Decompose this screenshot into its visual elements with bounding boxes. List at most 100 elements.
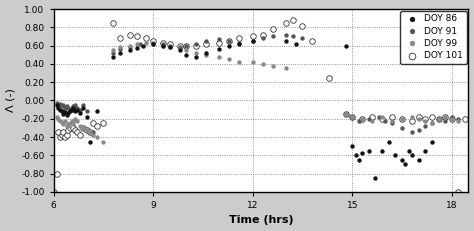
- DOY 101: [70, 126, 77, 130]
- DOY 91: [441, 119, 449, 122]
- DOY 86: [64, 111, 72, 115]
- DOY 99: [448, 117, 456, 121]
- DOY 101: [236, 36, 243, 40]
- DOY 101: [192, 44, 200, 47]
- DOY 99: [73, 119, 81, 122]
- DOY 86: [236, 42, 243, 46]
- DOY 86: [139, 44, 147, 47]
- DOY 99: [388, 119, 396, 122]
- DOY 99: [441, 115, 449, 119]
- DOY 99: [342, 112, 349, 116]
- DOY 91: [289, 35, 296, 38]
- DOY 99: [63, 124, 71, 128]
- DOY 101: [73, 131, 81, 134]
- DOY 91: [421, 124, 429, 128]
- DOY 91: [56, 102, 64, 106]
- DOY 91: [136, 42, 144, 46]
- DOY 101: [109, 21, 117, 25]
- DOY 86: [133, 46, 140, 50]
- DOY 86: [292, 42, 300, 46]
- DOY 99: [56, 119, 64, 122]
- DOY 91: [159, 42, 167, 46]
- DOY 101: [182, 44, 190, 47]
- DOY 86: [86, 140, 94, 143]
- DOY 91: [109, 51, 117, 55]
- DOY 91: [236, 41, 243, 45]
- DOY 91: [73, 106, 81, 110]
- DOY 101: [159, 41, 167, 45]
- DOY 99: [86, 131, 94, 134]
- DOY 86: [405, 149, 412, 153]
- DOY 101: [56, 135, 64, 139]
- DOY 101: [50, 190, 57, 194]
- DOY 86: [352, 153, 359, 157]
- DOY 101: [342, 112, 349, 116]
- DOY 86: [182, 53, 190, 57]
- DOY 101: [71, 128, 79, 132]
- DOY 101: [83, 128, 91, 132]
- DOY 86: [372, 176, 379, 180]
- DOY 91: [355, 119, 363, 122]
- DOY 86: [68, 108, 75, 111]
- DOY 91: [382, 119, 389, 122]
- DOY 91: [83, 109, 91, 113]
- DOY 86: [365, 149, 373, 153]
- DOY 91: [342, 112, 349, 116]
- DOY 101: [100, 122, 107, 125]
- DOY 101: [80, 126, 87, 130]
- DOY 99: [166, 46, 173, 49]
- DOY 101: [216, 41, 223, 45]
- DOY 101: [133, 35, 140, 38]
- DOY 86: [58, 109, 65, 113]
- DOY 86: [71, 109, 79, 113]
- DOY 99: [269, 64, 276, 68]
- DOY 101: [176, 44, 183, 47]
- DOY 91: [166, 44, 173, 47]
- DOY 99: [435, 117, 442, 121]
- DOY 91: [259, 36, 266, 40]
- DOY 99: [80, 126, 87, 130]
- DOY 86: [116, 51, 124, 55]
- DOY 91: [415, 128, 422, 132]
- Y-axis label: Λ (-): Λ (-): [6, 88, 16, 112]
- DOY 86: [159, 44, 167, 47]
- DOY 101: [86, 131, 94, 134]
- X-axis label: Time (hrs): Time (hrs): [228, 216, 293, 225]
- DOY 91: [269, 35, 276, 38]
- DOY 99: [100, 140, 107, 143]
- DOY 99: [421, 119, 429, 122]
- DOY 99: [249, 60, 256, 64]
- DOY 99: [109, 48, 117, 52]
- DOY 99: [192, 51, 200, 55]
- DOY 86: [63, 113, 71, 117]
- DOY 99: [70, 121, 77, 124]
- DOY 101: [388, 115, 396, 119]
- DOY 101: [149, 39, 157, 43]
- DOY 99: [83, 128, 91, 132]
- DOY 101: [53, 172, 61, 175]
- DOY 91: [348, 115, 356, 119]
- DOY 99: [143, 41, 150, 45]
- DOY 91: [66, 108, 74, 111]
- DOY 86: [166, 46, 173, 49]
- DOY 86: [53, 103, 61, 107]
- DOY 101: [299, 24, 306, 27]
- DOY 101: [421, 117, 429, 121]
- DOY 101: [348, 115, 356, 119]
- DOY 99: [53, 115, 61, 119]
- DOY 101: [269, 27, 276, 31]
- DOY 91: [53, 101, 61, 105]
- DOY 91: [182, 44, 190, 47]
- DOY 86: [282, 39, 290, 43]
- DOY 99: [133, 42, 140, 46]
- DOY 91: [60, 103, 67, 107]
- DOY 91: [149, 41, 157, 45]
- DOY 99: [348, 115, 356, 119]
- DOY 99: [182, 48, 190, 52]
- DOY 86: [428, 140, 436, 143]
- DOY 86: [408, 153, 416, 157]
- DOY 101: [226, 39, 233, 43]
- DOY 99: [71, 117, 79, 121]
- DOY 101: [398, 117, 406, 121]
- DOY 101: [448, 117, 456, 121]
